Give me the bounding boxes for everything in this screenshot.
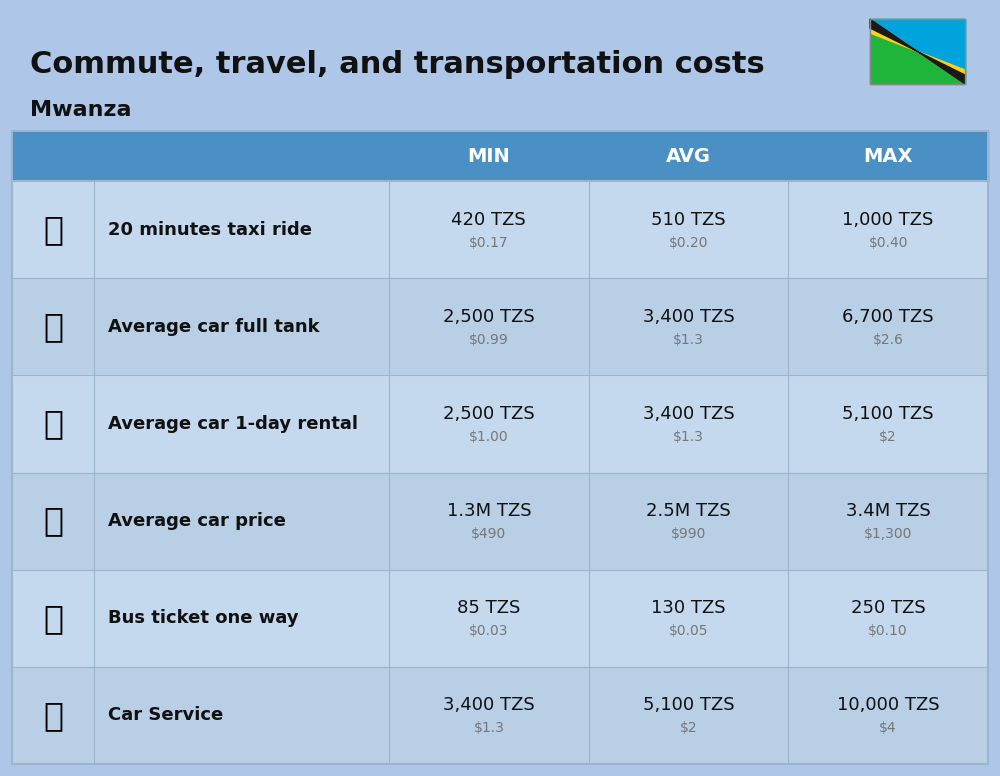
Text: MIN: MIN	[467, 147, 510, 165]
Text: 1,000 TZS: 1,000 TZS	[842, 210, 934, 229]
Text: 130 TZS: 130 TZS	[651, 599, 726, 617]
Text: 🚕: 🚕	[43, 213, 63, 246]
Text: 3,400 TZS: 3,400 TZS	[643, 308, 734, 326]
Text: 510 TZS: 510 TZS	[651, 210, 726, 229]
Text: $2: $2	[680, 722, 697, 736]
Bar	[12, 131, 988, 181]
Text: Mwanza: Mwanza	[30, 100, 132, 120]
Text: MAX: MAX	[863, 147, 913, 165]
Text: 85 TZS: 85 TZS	[457, 599, 521, 617]
Polygon shape	[870, 19, 965, 84]
Text: $1.3: $1.3	[673, 333, 704, 347]
Text: Average car price: Average car price	[108, 512, 286, 530]
Text: $0.10: $0.10	[868, 624, 908, 638]
Text: 🚙: 🚙	[43, 407, 63, 441]
Bar	[12, 667, 988, 764]
Bar	[870, 19, 965, 84]
Text: 🛠: 🛠	[43, 699, 63, 732]
Text: AVG: AVG	[666, 147, 711, 165]
Text: 2.5M TZS: 2.5M TZS	[646, 502, 731, 520]
Text: Average car 1-day rental: Average car 1-day rental	[108, 415, 358, 433]
Polygon shape	[870, 19, 965, 84]
Text: 6,700 TZS: 6,700 TZS	[842, 308, 934, 326]
Text: 250 TZS: 250 TZS	[851, 599, 926, 617]
Text: Average car full tank: Average car full tank	[108, 317, 320, 336]
Text: $0.17: $0.17	[469, 236, 509, 250]
Text: Car Service: Car Service	[108, 706, 223, 725]
Text: $2.6: $2.6	[873, 333, 904, 347]
Text: 420 TZS: 420 TZS	[451, 210, 526, 229]
Text: $1.3: $1.3	[473, 722, 504, 736]
Text: $1.00: $1.00	[469, 430, 509, 444]
Text: $4: $4	[879, 722, 897, 736]
Text: 10,000 TZS: 10,000 TZS	[837, 696, 939, 715]
Bar	[870, 19, 965, 84]
Text: 3,400 TZS: 3,400 TZS	[443, 696, 535, 715]
Text: 🚗: 🚗	[43, 504, 63, 538]
Text: Bus ticket one way: Bus ticket one way	[108, 609, 299, 627]
Text: $2: $2	[879, 430, 897, 444]
Polygon shape	[870, 19, 965, 84]
Bar	[12, 376, 988, 473]
Text: ⛽: ⛽	[43, 310, 63, 343]
Text: 20 minutes taxi ride: 20 minutes taxi ride	[108, 220, 312, 238]
Bar	[12, 473, 988, 570]
Text: $1,300: $1,300	[864, 527, 912, 541]
Text: Commute, travel, and transportation costs: Commute, travel, and transportation cost…	[30, 50, 765, 79]
Text: $0.03: $0.03	[469, 624, 509, 638]
Text: 2,500 TZS: 2,500 TZS	[443, 308, 535, 326]
Text: $0.40: $0.40	[868, 236, 908, 250]
Text: $0.20: $0.20	[669, 236, 708, 250]
Text: $490: $490	[471, 527, 506, 541]
Text: 1.3M TZS: 1.3M TZS	[447, 502, 531, 520]
Text: 5,100 TZS: 5,100 TZS	[842, 405, 934, 423]
Text: 3.4M TZS: 3.4M TZS	[846, 502, 931, 520]
Text: $0.05: $0.05	[669, 624, 708, 638]
Bar	[12, 131, 988, 764]
Text: $1.3: $1.3	[673, 430, 704, 444]
Text: 3,400 TZS: 3,400 TZS	[643, 405, 734, 423]
Text: 🚌: 🚌	[43, 601, 63, 635]
Text: 5,100 TZS: 5,100 TZS	[643, 696, 734, 715]
Bar	[12, 181, 988, 278]
Text: 2,500 TZS: 2,500 TZS	[443, 405, 535, 423]
Text: $990: $990	[671, 527, 706, 541]
Text: $0.99: $0.99	[469, 333, 509, 347]
Bar	[12, 570, 988, 667]
Bar	[12, 278, 988, 376]
